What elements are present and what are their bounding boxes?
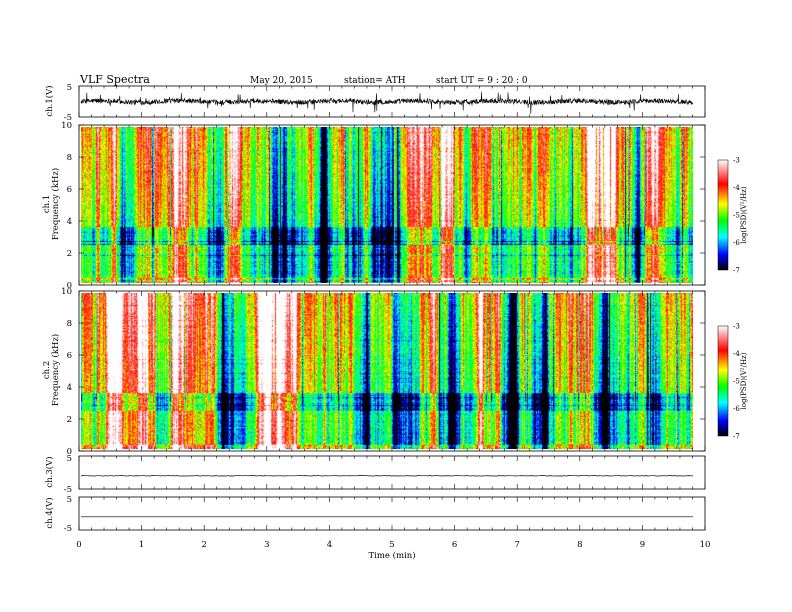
freq-tick-label: 0 — [67, 281, 72, 291]
date-label: May 20, 2015 — [250, 76, 313, 86]
x-tick-label: 3 — [264, 540, 269, 550]
freq-tick-label: 10 — [61, 287, 72, 297]
ch4-ylabel: ch.4(V) — [44, 497, 55, 528]
ch2-spectrogram-yticks: 0 2 4 6 8 10 — [61, 287, 705, 457]
ch1-spectrogram-panel: 0 2 4 6 8 10 ch.1 Frequency (kHz) — [42, 121, 706, 291]
colorbar-tick-label: -5 — [733, 212, 740, 220]
ch4-ytick-top: 5 — [67, 495, 72, 505]
ch2-colorbar-ticks: -3 -4 -5 -6 -7 — [733, 323, 740, 441]
ch2-spec-ylabel-prefix: ch.2 — [42, 361, 52, 379]
freq-tick-label: 8 — [67, 153, 72, 163]
freq-tick-label: 6 — [67, 351, 72, 361]
ch2-spec-ylabel: Frequency (kHz) — [50, 334, 61, 406]
colorbar-tick-label: -7 — [733, 267, 740, 275]
ch1-ylabel: ch.1(V) — [44, 85, 55, 116]
ch1-colorbar-label: log(PSD)(V²/Hz) — [740, 186, 748, 243]
colorbar-tick-label: -6 — [733, 239, 740, 247]
colorbar-tick-label: -4 — [733, 184, 740, 192]
freq-tick-label: 6 — [67, 185, 72, 195]
x-tick-label: 7 — [514, 540, 519, 550]
freq-tick-label: 8 — [67, 319, 72, 329]
ch3-ytick-bottom: -5 — [64, 485, 72, 495]
freq-tick-label: 2 — [67, 415, 72, 425]
time-axis-ticks — [78, 86, 706, 530]
ch1-waveform-trace — [80, 91, 693, 114]
x-tick-label: 10 — [700, 540, 711, 550]
station-label: station= ATH — [344, 76, 406, 86]
freq-tick-label: 0 — [67, 447, 72, 457]
ch1-spec-ylabel-prefix: ch.1 — [42, 195, 52, 213]
x-tick-label: 6 — [452, 540, 457, 550]
freq-tick-label: 10 — [61, 121, 72, 131]
x-tick-label: 9 — [640, 540, 645, 550]
ch3-waveform-panel: 5 -5 ch.3(V) — [44, 454, 706, 495]
ch2-spectrogram-image — [81, 293, 693, 449]
ch1-ytick-top: 5 — [67, 83, 72, 93]
colorbar-tick-label: -3 — [733, 323, 740, 331]
ch1-colorbar: -3 -4 -5 -6 -7 log(PSD)(V²/Hz) — [717, 157, 748, 275]
figure-title: VLF Spectra — [79, 73, 150, 86]
start-time-label: start UT = 9 : 20 : 0 — [436, 76, 528, 86]
ch1-colorbar-ticks: -3 -4 -5 -6 -7 — [733, 157, 740, 275]
ch2-colorbar-label: log(PSD)(V²/Hz) — [740, 352, 748, 409]
ch1-ytick-bottom: -5 — [64, 113, 72, 123]
ch4-waveform-panel: 5 -5 ch.4(V) — [44, 495, 706, 534]
ch1-spectrogram-image — [81, 127, 693, 283]
freq-tick-label: 2 — [67, 249, 72, 259]
ch1-spectrogram-yticks: 0 2 4 6 8 10 — [61, 121, 705, 291]
colorbar-tick-label: -4 — [733, 350, 740, 358]
x-tick-label: 1 — [139, 540, 144, 550]
freq-tick-label: 4 — [67, 383, 72, 393]
ch1-colorbar-gradient — [717, 159, 729, 271]
ch4-ytick-bottom: -5 — [64, 524, 72, 534]
ch1-waveform-panel: 5 -5 ch.1(V) — [44, 83, 706, 123]
ch3-ytick-top: 5 — [67, 454, 72, 464]
ch1-spec-ylabel: Frequency (kHz) — [50, 168, 61, 240]
x-tick-label: 5 — [389, 540, 394, 550]
ch2-spectrogram-panel: 0 2 4 6 8 10 ch.2 Frequency (kHz) — [42, 287, 706, 457]
colorbar-tick-label: -7 — [733, 433, 740, 441]
time-axis-label: Time (min) — [368, 550, 415, 561]
ch3-ylabel: ch.3(V) — [44, 456, 55, 487]
colorbar-tick-label: -6 — [733, 405, 740, 413]
colorbar-tick-label: -5 — [733, 378, 740, 386]
colorbar-tick-label: -3 — [733, 157, 740, 165]
ch2-colorbar-gradient — [717, 325, 729, 437]
freq-tick-label: 4 — [67, 217, 72, 227]
x-tick-label: 2 — [201, 540, 206, 550]
x-tick-label: 8 — [577, 540, 582, 550]
x-tick-label: 0 — [76, 540, 81, 550]
ch2-colorbar: -3 -4 -5 -6 -7 log(PSD)(V²/Hz) — [717, 323, 748, 441]
time-axis-tick-labels: 0 1 2 3 4 5 6 7 8 9 10 — [76, 540, 710, 550]
x-tick-label: 4 — [327, 540, 332, 550]
